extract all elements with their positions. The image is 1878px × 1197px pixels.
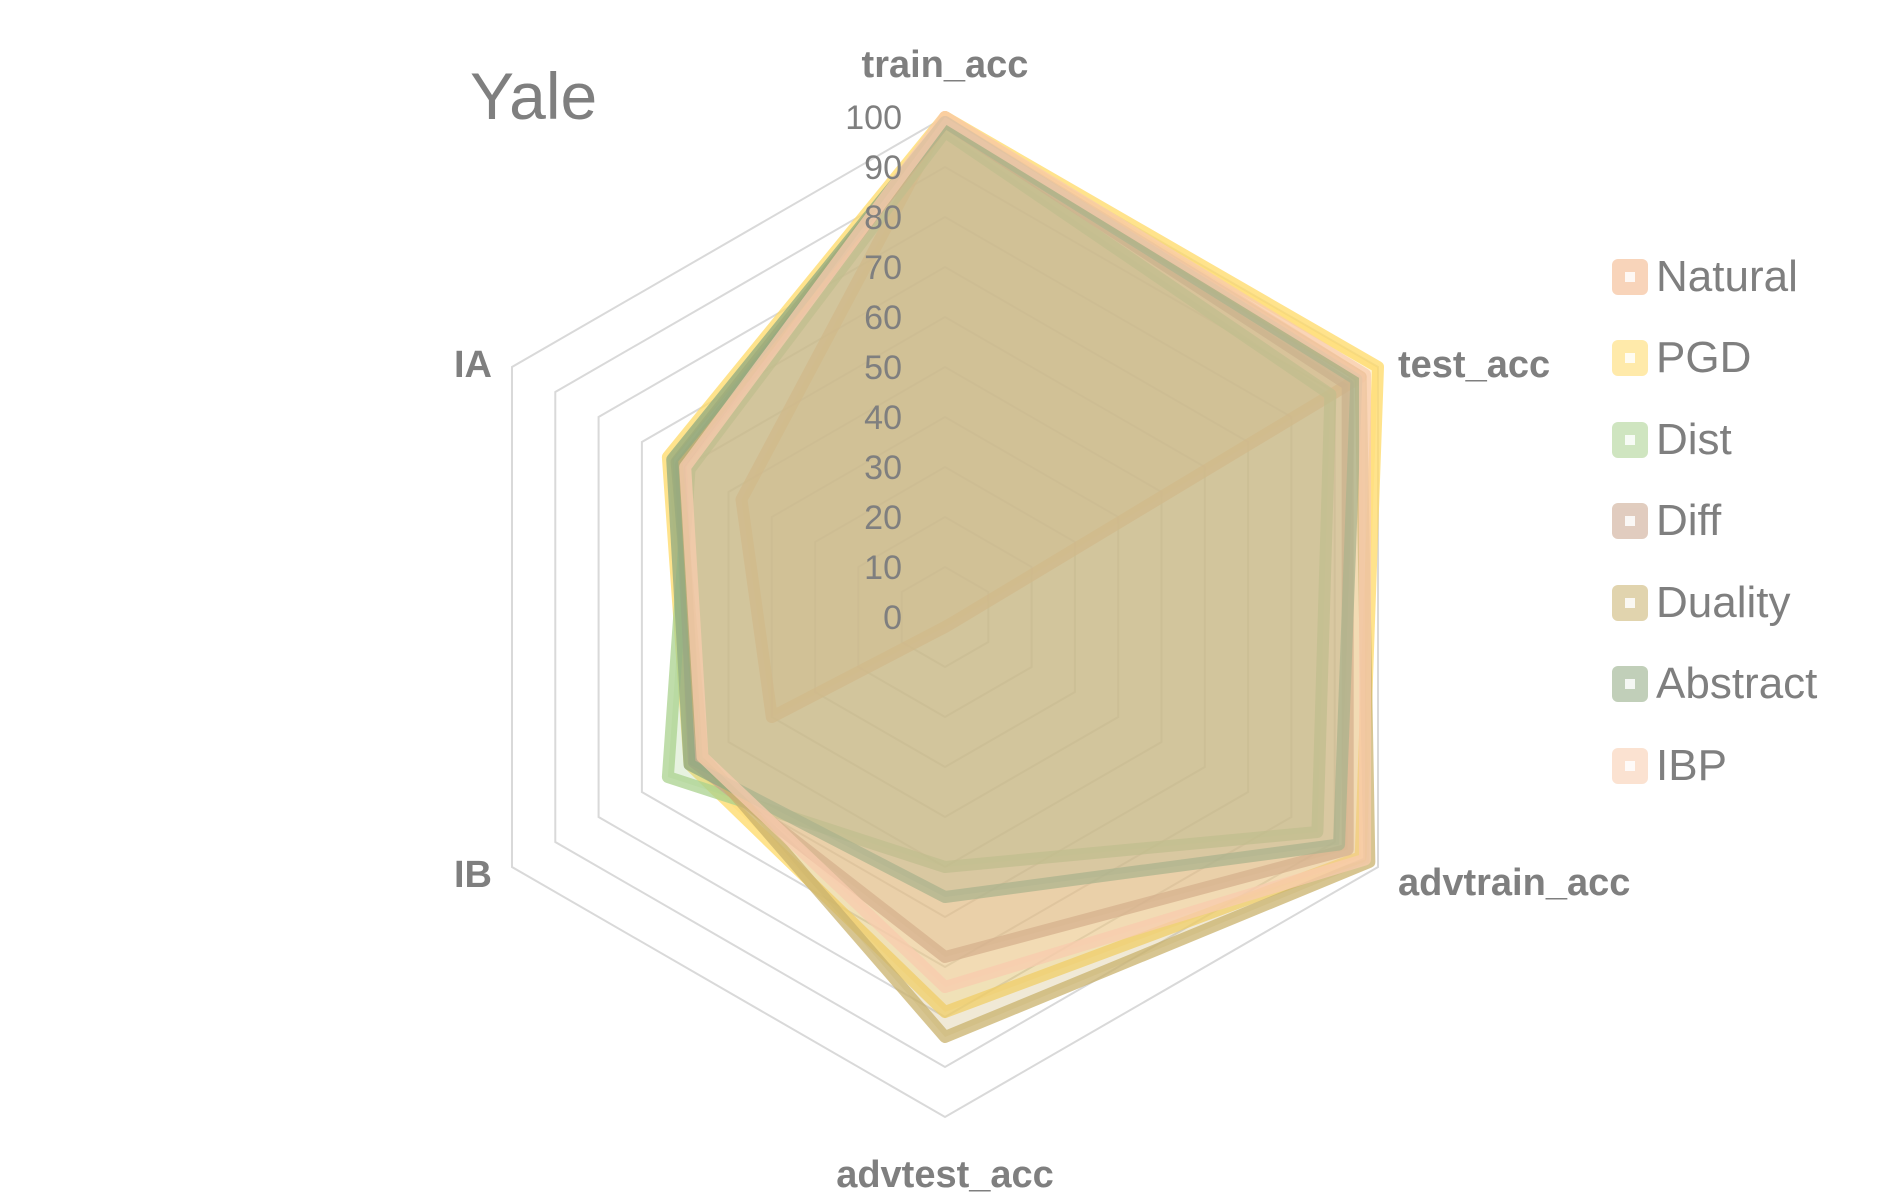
legend-swatch [1612,666,1648,703]
chart-title: Yale [470,59,598,133]
axis-label-test-acc: test_acc [1398,344,1550,386]
legend-item-pgd: PGD [1612,318,1817,400]
axis-label-advtrain-acc: advtrain_acc [1398,862,1630,904]
legend-label: Diff [1656,496,1722,546]
legend-label: Natural [1656,251,1798,301]
radial-tick-label: 0 [883,599,902,637]
grid-ring [814,465,1076,769]
legend-swatch [1612,340,1648,377]
radial-tick-label: 80 [864,199,902,237]
axis-label-ib: IB [454,854,492,896]
legend-item-ibp: IBP [1612,725,1817,807]
legend-swatch [1612,503,1648,540]
radial-tick-label: 100 [845,99,902,137]
legend-item-natural: Natural [1612,236,1817,318]
legend-label: Duality [1656,577,1791,627]
radial-tick-label: 40 [864,399,902,437]
radial-tick-label: 60 [864,299,902,337]
radial-tick-label: 20 [864,499,902,537]
series-ibp [679,111,1372,993]
grid-ring [900,565,990,669]
legend-item-diff: Diff [1612,481,1817,563]
radial-tick-label: 10 [864,549,902,587]
axis-label-advtest-acc: advtest_acc [836,1154,1054,1196]
axis-label-train-acc: train_acc [862,44,1029,86]
legend-swatch [1612,258,1648,295]
legend-swatch [1612,747,1648,784]
legend-swatch [1612,421,1648,458]
axis-label-ia: IA [454,344,492,386]
legend-item-dist: Dist [1612,399,1817,481]
legend-item-duality: Duality [1612,562,1817,644]
radial-tick-label: 30 [864,449,902,487]
grid-ring [857,515,1033,719]
radial-tick-label: 50 [864,349,902,387]
legend-swatch [1612,584,1648,621]
legend-label: IBP [1656,740,1727,790]
radial-tick-label: 70 [864,249,902,287]
legend: Natural PGD Dist Diff Duality Abstract IBP [1612,236,1817,807]
legend-item-abstract: Abstract [1612,644,1817,726]
radial-tick-label: 90 [864,149,902,187]
legend-label: Dist [1656,414,1732,464]
legend-label: Abstract [1656,659,1818,709]
legend-label: PGD [1656,333,1752,383]
series-abstract [666,116,1363,903]
